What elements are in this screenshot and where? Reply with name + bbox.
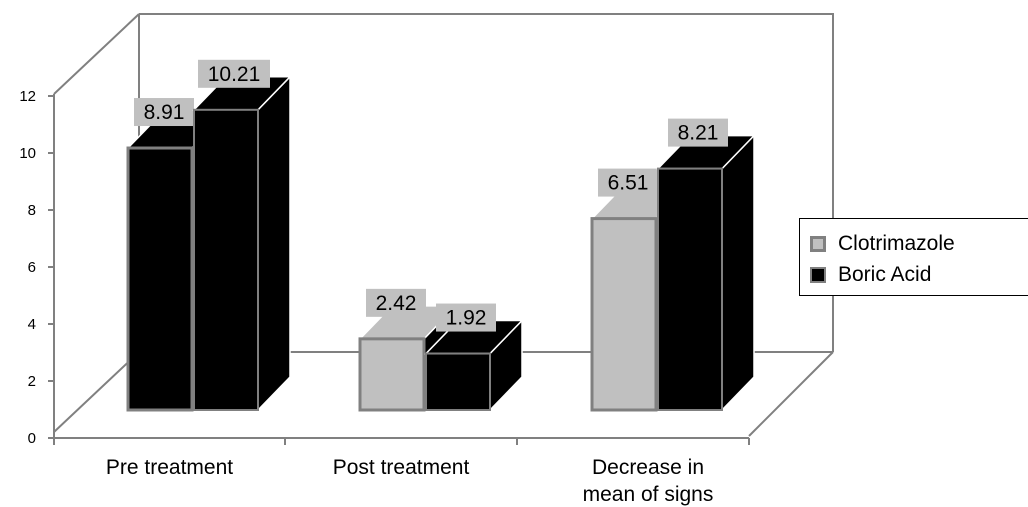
data-label-box-boric-acid-post-treatment — [436, 303, 496, 332]
y-tick-label-10: 10 — [19, 145, 36, 162]
floor-right-edge — [748, 351, 834, 437]
data-label-boric-acid-pre-treatment: 10.21 — [208, 63, 261, 86]
floor-left-edge — [53, 351, 140, 433]
y-tick-label-8: 8 — [28, 202, 36, 219]
data-label-box-boric-acid-decrease-in-mean-of-signs — [668, 118, 728, 147]
bar-side-boric-acid-pre-treatment — [257, 74, 291, 412]
legend-item-clotrimazole: Clotrimazole — [810, 232, 955, 256]
legend-swatch-clotrimazole — [810, 236, 826, 252]
legend-item-boric-acid: Boric Acid — [810, 263, 931, 287]
y-tick-label-4: 4 — [28, 316, 36, 333]
legend-swatch-boric-acid — [810, 267, 826, 283]
data-label-box-clotrimazole-decrease-in-mean-of-signs — [598, 168, 658, 197]
y-tick-label-6: 6 — [28, 259, 36, 276]
data-label-box-boric-acid-pre-treatment — [198, 59, 270, 88]
x-category-label-post-treatment: Post treatment — [333, 456, 470, 479]
bar-clotrimazole-pre-treatment — [126, 146, 194, 412]
x-category-label-decrease-in: Decrease in — [592, 456, 704, 479]
data-label-clotrimazole-pre-treatment: 8.91 — [144, 101, 185, 124]
data-label-clotrimazole-decrease-in-mean-of-signs: 6.51 — [608, 172, 649, 195]
bar-side-boric-acid-decrease-in-mean-of-signs — [721, 133, 755, 412]
bar-boric-acid-decrease-in-mean-of-signs — [657, 167, 723, 411]
bar-clotrimazole-post-treatment — [358, 337, 426, 412]
data-label-clotrimazole-post-treatment: 2.42 — [376, 292, 417, 315]
y-tick-label-0: 0 — [28, 430, 36, 447]
data-label-boric-acid-post-treatment: 1.92 — [446, 307, 487, 330]
data-label-box-clotrimazole-post-treatment — [366, 288, 426, 317]
bar-clotrimazole-decrease-in-mean-of-signs — [590, 217, 658, 412]
data-label-box-clotrimazole-pre-treatment — [134, 98, 194, 127]
x-category-label-mean-of-signs: mean of signs — [583, 483, 714, 506]
data-label-boric-acid-decrease-in-mean-of-signs: 8.21 — [678, 122, 719, 145]
legend-label-clotrimazole: Clotrimazole — [838, 232, 955, 255]
y-tick-label-12: 12 — [19, 88, 36, 105]
x-category-label-pre-treatment: Pre treatment — [106, 456, 233, 479]
side-wall-top-edge — [53, 13, 140, 95]
legend-label-boric-acid: Boric Acid — [838, 263, 932, 286]
chart-legend: Clotrimazole Boric Acid — [799, 218, 1028, 296]
bar-boric-acid-pre-treatment — [193, 108, 259, 412]
y-tick-label-2: 2 — [28, 373, 36, 390]
bar-boric-acid-post-treatment — [425, 352, 491, 412]
